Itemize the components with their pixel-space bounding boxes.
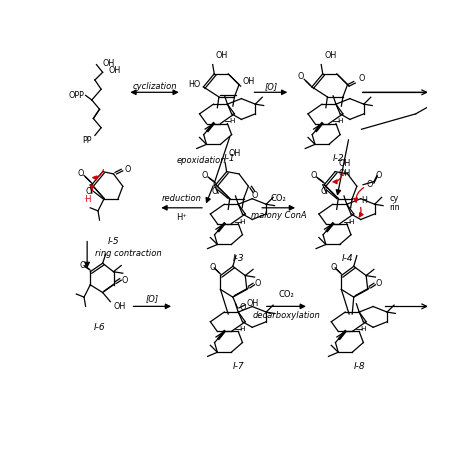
Text: CO₂: CO₂ xyxy=(271,194,286,203)
Text: epoxidation: epoxidation xyxy=(176,155,226,164)
Text: cy: cy xyxy=(390,194,399,203)
Text: O: O xyxy=(330,264,337,273)
Text: O: O xyxy=(251,191,258,200)
Text: O: O xyxy=(78,169,84,178)
Text: H⁺: H⁺ xyxy=(176,212,187,221)
Text: O: O xyxy=(375,279,382,288)
Text: I-7: I-7 xyxy=(233,362,245,371)
Text: malony ConA: malony ConA xyxy=(251,211,306,220)
Text: I-1: I-1 xyxy=(224,154,236,163)
Text: OH: OH xyxy=(338,169,350,178)
Text: O: O xyxy=(310,171,317,180)
Text: OH: OH xyxy=(242,77,255,86)
Text: H: H xyxy=(362,196,367,205)
Text: O: O xyxy=(298,72,304,81)
Text: O: O xyxy=(124,165,131,174)
Text: [O]: [O] xyxy=(264,82,277,91)
Text: I-6: I-6 xyxy=(94,323,105,332)
Text: O: O xyxy=(375,171,382,180)
Text: H: H xyxy=(337,118,343,125)
Text: O: O xyxy=(121,276,128,285)
Text: O: O xyxy=(212,187,218,196)
Text: I-3: I-3 xyxy=(233,254,245,263)
Text: H: H xyxy=(229,118,234,125)
Text: H: H xyxy=(348,219,354,225)
Text: CO₂: CO₂ xyxy=(278,290,294,299)
Text: reduction: reduction xyxy=(162,194,201,203)
Text: O: O xyxy=(85,187,92,196)
Text: rin: rin xyxy=(390,203,400,212)
Text: [O]: [O] xyxy=(146,294,159,303)
Text: cyclization: cyclization xyxy=(132,82,177,91)
Text: I-5: I-5 xyxy=(108,237,119,246)
Text: H: H xyxy=(361,327,366,332)
Text: O: O xyxy=(239,303,246,312)
Text: I-4: I-4 xyxy=(342,254,353,263)
Text: O: O xyxy=(210,264,216,273)
Text: OH: OH xyxy=(216,51,228,60)
Text: O: O xyxy=(366,180,373,189)
Text: I-2: I-2 xyxy=(332,154,344,163)
Text: I-8: I-8 xyxy=(354,362,366,371)
Text: O: O xyxy=(358,74,365,83)
Text: OH: OH xyxy=(338,159,350,168)
Text: O: O xyxy=(79,261,86,270)
Text: ring contraction: ring contraction xyxy=(95,249,162,258)
Text: OH: OH xyxy=(109,66,121,75)
Text: OH: OH xyxy=(113,302,126,311)
Text: decarboxylation: decarboxylation xyxy=(253,311,320,320)
Text: O: O xyxy=(202,171,208,180)
Text: H: H xyxy=(240,219,245,225)
Text: OPP: OPP xyxy=(68,91,84,100)
Text: OH: OH xyxy=(324,51,337,60)
Text: ·H: ·H xyxy=(83,195,91,204)
Text: O: O xyxy=(255,279,261,288)
Text: H: H xyxy=(240,327,245,332)
Text: O: O xyxy=(320,187,327,196)
Text: OH: OH xyxy=(103,59,115,67)
Text: HO: HO xyxy=(188,80,201,89)
Text: PP: PP xyxy=(82,136,92,145)
Text: OH: OH xyxy=(228,149,240,158)
Text: OH: OH xyxy=(247,299,259,308)
